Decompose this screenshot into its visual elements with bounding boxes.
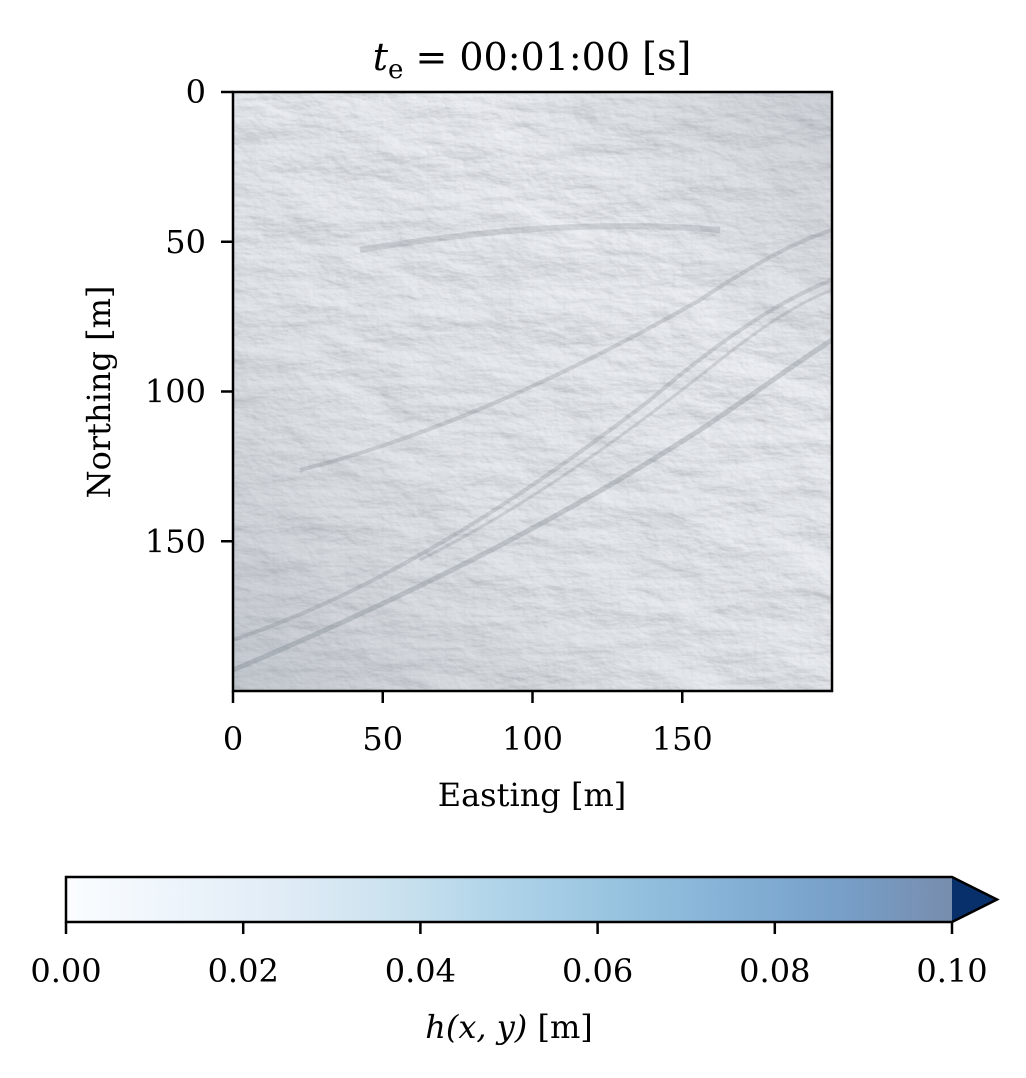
colorbar-tick-label: 0.00 xyxy=(30,952,101,990)
x-tick-label: 100 xyxy=(502,720,563,758)
colorbar-tick-label: 0.04 xyxy=(385,952,456,990)
terrain-background xyxy=(233,92,832,691)
colorbar-label-func: h xyxy=(425,1008,446,1046)
colorbar-label-unit: [m] xyxy=(527,1008,592,1046)
y-tick-label: 50 xyxy=(165,223,206,261)
colorbar-tick-label: 0.08 xyxy=(739,952,810,990)
x-axis-ticks: 0 50 100 150 xyxy=(223,691,713,758)
colorbar-label-args: (x, y) xyxy=(446,1008,527,1046)
x-axis-label: Easting [m] xyxy=(438,776,627,814)
colorbar-tick-label: 0.10 xyxy=(916,952,987,990)
colorbar-bar xyxy=(66,877,952,922)
y-tick-label: 150 xyxy=(145,522,206,560)
title-rest: = 00:01:00 [s] xyxy=(403,35,691,79)
colorbar-label: h(x, y) [m] xyxy=(425,1008,593,1046)
colorbar-tick-label: 0.06 xyxy=(562,952,633,990)
colorbar-tick-label: 0.02 xyxy=(208,952,279,990)
x-tick-label: 50 xyxy=(362,720,403,758)
y-tick-label: 0 xyxy=(186,73,206,111)
x-tick-label: 150 xyxy=(652,720,713,758)
colorbar: 0.00 0.02 0.04 0.06 0.08 0.10 h(x, y) [m] xyxy=(30,875,1000,1046)
colorbar-outline xyxy=(64,875,1000,924)
title-subscript: e xyxy=(388,55,403,85)
x-tick-label: 0 xyxy=(223,720,243,758)
colorbar-ticks: 0.00 0.02 0.04 0.06 0.08 0.10 xyxy=(30,922,988,990)
title-symbol: t xyxy=(373,35,389,79)
y-tick-label: 100 xyxy=(145,373,206,411)
y-axis-label: Northing [m] xyxy=(80,286,118,499)
y-axis-ticks: 0 50 100 150 xyxy=(145,73,233,560)
colorbar-extend-arrow xyxy=(952,877,997,922)
chart-title: te = 00:01:00 [s] xyxy=(373,35,692,85)
